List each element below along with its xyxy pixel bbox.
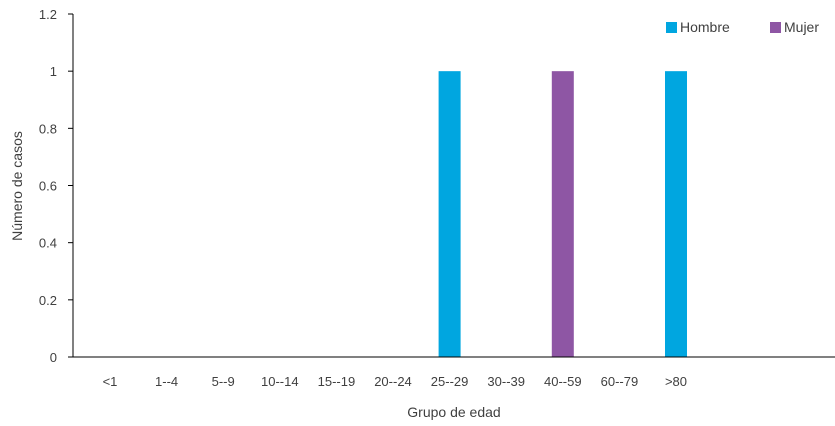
x-tick-label: 40--59 — [544, 374, 582, 389]
x-tick-label: 30--39 — [487, 374, 525, 389]
legend: Hombre Mujer — [666, 19, 819, 35]
y-axis-ticks: 0 0.2 0.4 0.6 0.8 1 1.2 — [39, 7, 73, 365]
x-tick-label: 5--9 — [212, 374, 235, 389]
x-tick-label: 20--24 — [374, 374, 412, 389]
x-tick-label: 60--79 — [601, 374, 639, 389]
legend-swatch-mujer — [770, 22, 781, 33]
y-tick-label: 0 — [50, 350, 57, 365]
x-tick-label: >80 — [665, 374, 687, 389]
legend-swatch-hombre — [666, 22, 677, 33]
y-tick-label: 0.6 — [39, 179, 57, 194]
x-axis-ticks: <1 1--4 5--9 10--14 15--19 20--24 25--29 30--39… — [103, 374, 687, 389]
bar-hombre-6 — [438, 71, 461, 358]
y-tick-label: 1.2 — [39, 7, 57, 22]
x-tick-label: 1--4 — [155, 374, 178, 389]
y-tick-label: 0.8 — [39, 121, 57, 136]
y-axis-title: Número de casos — [9, 131, 25, 241]
x-axis-title: Grupo de edad — [407, 404, 500, 420]
legend-label-hombre: Hombre — [680, 19, 730, 35]
y-tick-label: 1 — [50, 64, 57, 79]
bar-mujer-8 — [551, 71, 574, 358]
y-tick-label: 0.2 — [39, 293, 57, 308]
x-tick-label: <1 — [103, 374, 118, 389]
y-tick-label: 0.4 — [39, 236, 57, 251]
bar-hombre-10 — [665, 71, 687, 358]
legend-label-mujer: Mujer — [784, 19, 819, 35]
bars — [438, 71, 687, 358]
x-tick-label: 25--29 — [431, 374, 469, 389]
x-tick-label: 15--19 — [318, 374, 356, 389]
x-tick-label: 10--14 — [261, 374, 299, 389]
